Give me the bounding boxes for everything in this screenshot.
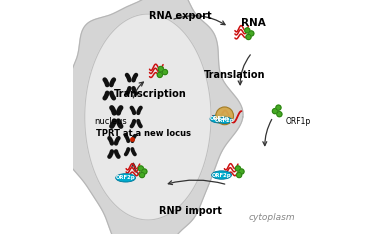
Text: ORF2p: ORF2p	[215, 118, 234, 123]
Text: TPRT at a new locus: TPRT at a new locus	[96, 129, 191, 138]
Circle shape	[245, 28, 250, 33]
Ellipse shape	[116, 174, 136, 182]
Polygon shape	[85, 14, 211, 220]
Circle shape	[237, 172, 242, 178]
Text: ORF1p: ORF1p	[286, 117, 311, 126]
Circle shape	[246, 34, 251, 40]
Text: nucleus: nucleus	[94, 117, 127, 126]
Circle shape	[162, 69, 168, 75]
Text: ORF2p: ORF2p	[210, 116, 230, 121]
Text: Transcription: Transcription	[114, 89, 187, 99]
Circle shape	[158, 66, 163, 72]
Text: RNA export: RNA export	[149, 11, 212, 21]
Circle shape	[249, 31, 254, 36]
Text: RNA: RNA	[241, 18, 266, 28]
Text: RNP import: RNP import	[158, 206, 222, 216]
Ellipse shape	[217, 117, 232, 124]
Circle shape	[235, 166, 241, 171]
Circle shape	[138, 166, 143, 171]
Circle shape	[142, 169, 147, 174]
Circle shape	[139, 172, 145, 178]
Polygon shape	[61, 0, 243, 234]
Text: ORF2p: ORF2p	[116, 175, 135, 180]
Text: ORF2p: ORF2p	[212, 172, 231, 178]
Ellipse shape	[210, 115, 230, 123]
Text: cytoplasm: cytoplasm	[249, 213, 295, 222]
Ellipse shape	[212, 171, 231, 179]
Text: Translation: Translation	[204, 70, 265, 80]
Ellipse shape	[216, 107, 234, 125]
Circle shape	[157, 72, 162, 77]
Circle shape	[277, 112, 282, 117]
Circle shape	[276, 105, 281, 110]
Circle shape	[272, 109, 277, 114]
Circle shape	[239, 169, 244, 174]
